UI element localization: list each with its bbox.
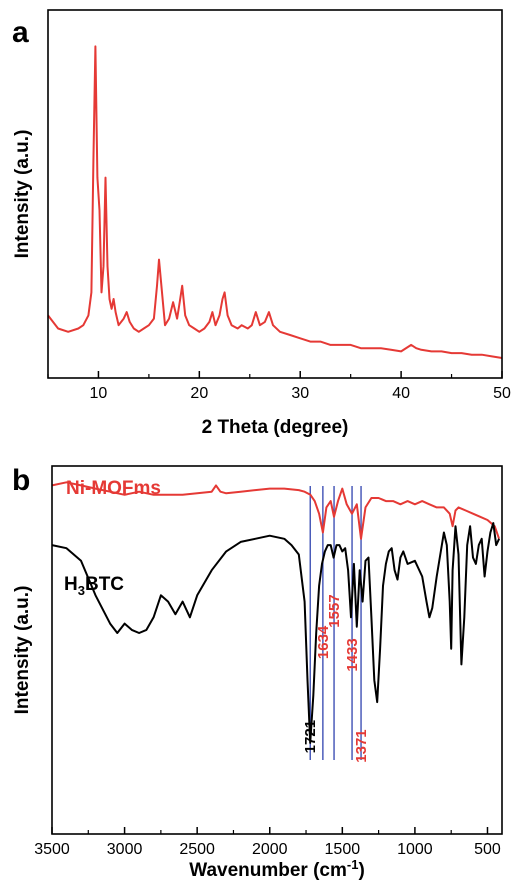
x-tick-label: 2000 xyxy=(252,841,288,858)
panel-a-label: a xyxy=(12,16,29,49)
panel-a-x-axis-title: 2 Theta (degree) xyxy=(202,417,349,438)
x-tick-label: 30 xyxy=(291,385,309,402)
peak-label: 1557 xyxy=(326,594,343,627)
panel-a-frame xyxy=(47,9,503,379)
series-label-h3btc-main: H xyxy=(64,574,78,595)
x-tick-label: 3000 xyxy=(107,841,143,858)
xrd-series-line xyxy=(47,45,503,359)
panel-a-y-axis-title: Intensity (a.u.) xyxy=(12,130,33,259)
x-tick-label: 1000 xyxy=(397,841,433,858)
x-tick-label: 20 xyxy=(190,385,208,402)
peak-label: 1371 xyxy=(353,729,370,762)
peak-label: 1433 xyxy=(344,638,361,671)
series-label-h3btc-sub: 3 xyxy=(78,583,85,598)
panel-b-x-axis-title: Wavenumber (cm-1) xyxy=(189,857,365,881)
x-tick-label: 500 xyxy=(474,841,501,858)
x-tick-label: 1500 xyxy=(325,841,361,858)
series-label-ni-mofms: Ni-MOFms xyxy=(66,478,161,499)
series-label-h3btc-end: BTC xyxy=(85,574,124,595)
x-tick-label: 10 xyxy=(90,385,108,402)
panel-b-frame xyxy=(51,465,503,835)
panel-a: a 10 20 30 40 50 2 Theta (degree) Intensity … xyxy=(12,9,511,438)
x-tick-label: 3500 xyxy=(34,841,70,858)
panel-b-label: b xyxy=(12,464,30,497)
x-tick-label: 50 xyxy=(493,385,511,402)
x-tick-label: 40 xyxy=(392,385,410,402)
peak-label: 1721 xyxy=(302,720,319,753)
panel-b: b 3500 3000 2500 2000 1500 1000 500 1721 163415… xyxy=(12,464,503,881)
panel-b-x-axis-title-end: ) xyxy=(358,860,364,881)
peak-label: 1634 xyxy=(315,625,332,659)
x-tick-label: 2500 xyxy=(179,841,215,858)
h3btc-series-line xyxy=(51,522,501,744)
ni-mofms-series-line xyxy=(51,481,501,540)
panel-b-x-axis-title-main: Wavenumber (cm xyxy=(189,860,347,881)
panel-b-y-axis-title: Intensity (a.u.) xyxy=(12,586,33,715)
panel-b-x-axis-title-sup: -1 xyxy=(347,857,359,872)
series-label-h3btc: H3BTC xyxy=(64,574,124,598)
